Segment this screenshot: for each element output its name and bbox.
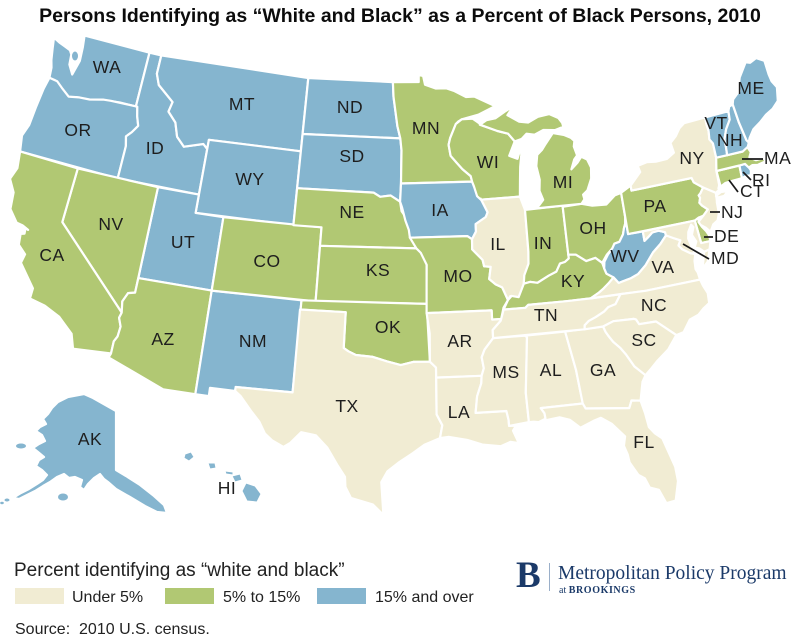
svg-text:DE: DE: [714, 226, 739, 246]
svg-text:ME: ME: [737, 78, 764, 98]
svg-text:AK: AK: [78, 429, 102, 449]
svg-text:UT: UT: [171, 232, 195, 252]
svg-text:MN: MN: [412, 118, 440, 138]
svg-text:NC: NC: [641, 295, 667, 315]
svg-text:CT: CT: [740, 181, 764, 201]
svg-text:OH: OH: [579, 218, 606, 238]
svg-text:VT: VT: [704, 113, 727, 133]
svg-text:VA: VA: [651, 257, 674, 277]
svg-text:TX: TX: [335, 396, 358, 416]
svg-text:WY: WY: [235, 169, 264, 189]
svg-text:FL: FL: [633, 432, 654, 452]
svg-text:CO: CO: [253, 251, 280, 271]
svg-text:MA: MA: [764, 148, 791, 168]
svg-text:NJ: NJ: [721, 202, 743, 222]
svg-text:KS: KS: [366, 260, 390, 280]
svg-text:OR: OR: [64, 120, 91, 140]
svg-text:CA: CA: [39, 245, 64, 265]
svg-text:AR: AR: [447, 331, 472, 351]
svg-text:MS: MS: [492, 362, 519, 382]
svg-text:PA: PA: [643, 196, 666, 216]
svg-text:MD: MD: [711, 248, 739, 268]
svg-text:KY: KY: [561, 271, 585, 291]
svg-text:OK: OK: [375, 317, 401, 337]
svg-text:AZ: AZ: [151, 329, 174, 349]
svg-text:SC: SC: [631, 330, 656, 350]
svg-text:IN: IN: [534, 233, 553, 253]
svg-text:AL: AL: [540, 360, 562, 380]
svg-text:NV: NV: [98, 214, 123, 234]
svg-text:HI: HI: [218, 478, 237, 498]
svg-text:ND: ND: [337, 97, 363, 117]
svg-text:GA: GA: [590, 360, 616, 380]
svg-text:IL: IL: [490, 234, 506, 254]
svg-text:MI: MI: [553, 172, 573, 192]
svg-text:WV: WV: [610, 246, 639, 266]
svg-text:MO: MO: [443, 266, 472, 286]
svg-text:NM: NM: [239, 331, 267, 351]
svg-text:NH: NH: [717, 130, 743, 150]
svg-text:IA: IA: [431, 200, 449, 220]
svg-text:NE: NE: [339, 202, 364, 222]
svg-text:SD: SD: [339, 146, 364, 166]
svg-text:WA: WA: [93, 57, 122, 77]
svg-text:WI: WI: [477, 152, 499, 172]
svg-text:TN: TN: [534, 305, 558, 325]
svg-text:ID: ID: [146, 138, 165, 158]
svg-text:NY: NY: [679, 148, 704, 168]
svg-text:RI: RI: [752, 170, 771, 190]
svg-text:MT: MT: [229, 94, 255, 114]
svg-text:LA: LA: [448, 402, 470, 422]
